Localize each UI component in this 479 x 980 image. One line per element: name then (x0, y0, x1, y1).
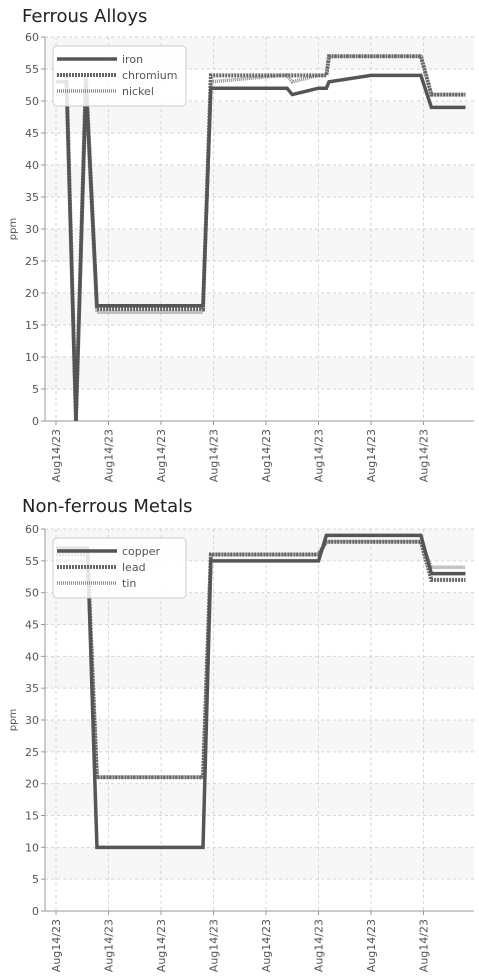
grid-band (45, 229, 474, 261)
x-tick-label: Aug14/23 (260, 429, 273, 482)
y-tick-label: 5 (32, 873, 39, 886)
legend-label: nickel (122, 85, 154, 98)
y-axis-label: ppm (8, 218, 19, 240)
chart-ferrous: Aug14/23 Aug14/23 Aug14/23 Aug14/23 Aug14/23… (8, 31, 474, 482)
legend: copper lead tin (52, 537, 187, 599)
y-tick-label: 15 (25, 810, 39, 823)
x-tick-label: Aug14/23 (155, 919, 168, 972)
y-tick-label: 10 (25, 841, 39, 854)
y-tick-label: 30 (25, 223, 39, 236)
x-tick-label: Aug14/23 (50, 919, 63, 972)
grid-band (45, 656, 474, 689)
legend-box (52, 537, 187, 599)
x-tick-label: Aug14/23 (365, 429, 378, 482)
grid-band (45, 720, 474, 752)
y-tick-label: 0 (32, 415, 39, 428)
x-tick-label: Aug14/23 (260, 919, 273, 972)
series-line-copper (56, 533, 466, 850)
y-tick-label: 20 (25, 287, 39, 300)
y-tick-label: 60 (25, 31, 39, 44)
x-tick-label: Aug14/23 (313, 919, 326, 972)
series-line-iron (56, 73, 466, 422)
x-tick-label: Aug14/23 (418, 429, 431, 482)
legend: iron chromium nickel (52, 45, 187, 107)
y-tick-label: 45 (25, 619, 39, 632)
chart-title: Non-ferrous Metals (22, 496, 193, 517)
y-tick-label: 60 (25, 523, 39, 536)
legend-label: chromium (122, 69, 178, 82)
y-tick-label: 25 (25, 746, 39, 759)
legend-label: iron (122, 53, 143, 66)
legend-label: lead (122, 561, 146, 574)
y-tick-label: 45 (25, 127, 39, 140)
y-tick-label: 50 (25, 587, 39, 600)
grid-band (45, 357, 474, 389)
x-tick-label: Aug14/23 (313, 429, 326, 482)
x-tick-label: Aug14/23 (103, 919, 116, 972)
chart-title: Ferrous Alloys (22, 6, 148, 27)
y-tick-label: 55 (25, 63, 39, 76)
x-tick-label: Aug14/23 (50, 429, 63, 482)
grid-band (45, 783, 474, 816)
x-tick-label: Aug14/23 (208, 429, 221, 482)
x-tick-label: Aug14/23 (418, 919, 431, 972)
y-tick-label: 40 (25, 159, 39, 172)
x-tick-label: Aug14/23 (103, 429, 116, 482)
series-line-lead (56, 539, 466, 780)
chart-panel-ferrous: Ferrous Alloys Aug14/23 Aug14/23 Aug14/23 A… (8, 6, 474, 482)
y-tick-label: 0 (32, 905, 39, 918)
grid-band (45, 165, 474, 197)
legend-box (52, 45, 187, 107)
chart-nonferrous: Aug14/23 Aug14/23 Aug14/23 Aug14/23 Aug14/23… (8, 523, 474, 972)
x-tick-label: Aug14/23 (208, 919, 221, 972)
y-tick-label: 35 (25, 682, 39, 695)
series-line-chromium (56, 54, 466, 422)
y-tick-label: 55 (25, 555, 39, 568)
grid-band (45, 847, 474, 880)
legend-label: copper (122, 545, 161, 558)
y-axis-label: ppm (8, 709, 19, 731)
y-tick-label: 15 (25, 319, 39, 332)
y-tick-label: 35 (25, 191, 39, 204)
y-tick-label: 25 (25, 255, 39, 268)
chart-panel-nonferrous: Non-ferrous Metals Aug14/23 Aug14/23 Aug14… (0, 492, 479, 980)
x-tick-label: Aug14/23 (155, 429, 168, 482)
legend-label: tin (122, 577, 136, 590)
y-tick-label: 50 (25, 95, 39, 108)
x-tick-label: Aug14/23 (365, 919, 378, 972)
y-tick-label: 20 (25, 778, 39, 791)
y-tick-label: 5 (32, 383, 39, 396)
y-tick-label: 40 (25, 650, 39, 663)
y-tick-label: 30 (25, 714, 39, 727)
y-tick-label: 10 (25, 351, 39, 364)
